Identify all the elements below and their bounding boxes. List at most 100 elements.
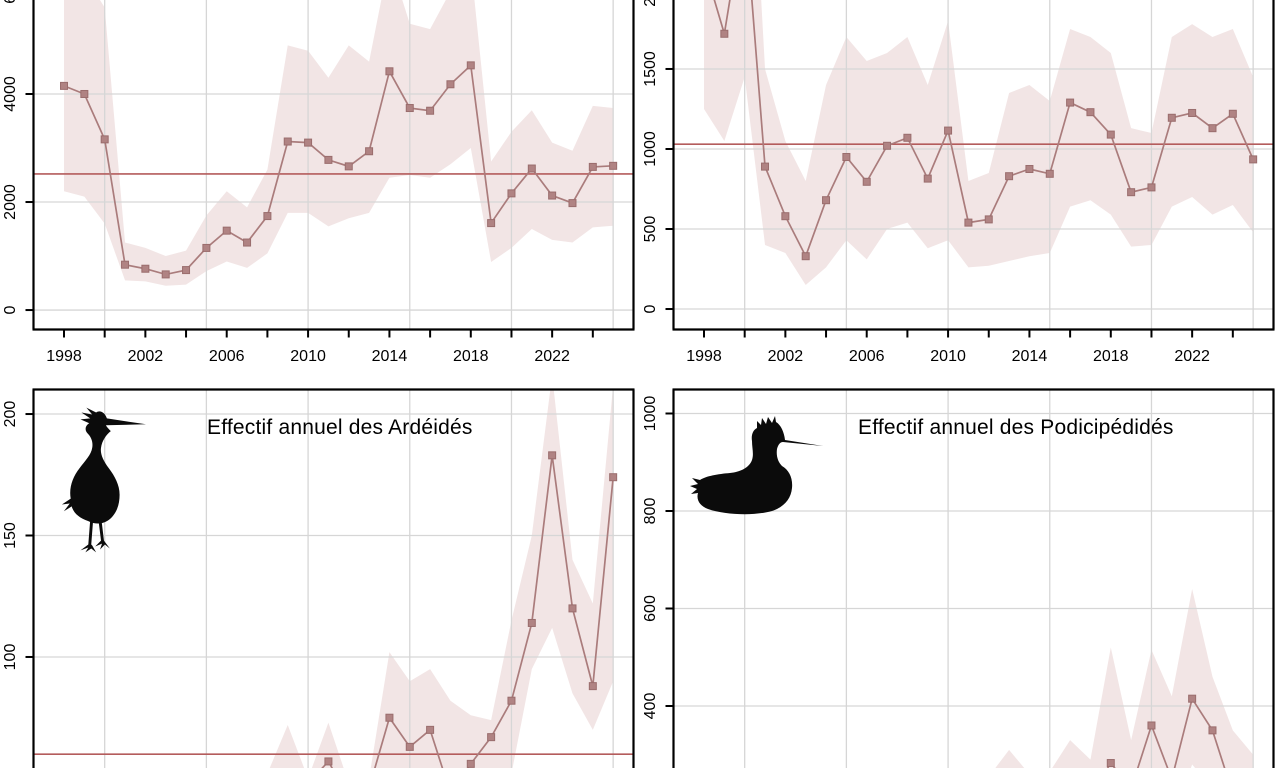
- line-chart-top-right: 1998 2002 2006 2010 2014 2018 2022 0 500 1000 1500…: [640, 0, 1280, 384]
- line-chart-ardeides: 100 150 200: [0, 384, 640, 768]
- data-point-marker: [609, 161, 618, 170]
- x-tick-label: 2010: [930, 348, 966, 365]
- line-chart-podicipedides: 400 600 800 1000: [640, 384, 1280, 768]
- data-point-marker: [466, 61, 475, 70]
- x-tick-label: 1998: [46, 348, 82, 365]
- data-point-marker: [344, 162, 353, 171]
- data-point-marker: [1045, 169, 1054, 178]
- data-point-marker: [1167, 113, 1176, 122]
- data-point-marker: [243, 238, 252, 247]
- data-point-marker: [304, 138, 313, 147]
- data-line: [63, 63, 614, 276]
- data-point-marker: [487, 733, 496, 742]
- data-point-marker: [801, 252, 810, 261]
- data-point-marker: [161, 270, 170, 279]
- data-point-marker: [1025, 164, 1034, 173]
- data-point-marker: [527, 164, 536, 173]
- chart-panel-bottom-left: 100 150 200 Effectif annuel des Ardéidés: [0, 384, 640, 768]
- chart-panel-top-left: 1998 2002 2006 2010 2014 2018 2022 0 2000 4000 600…: [0, 0, 640, 384]
- heron-silhouette-icon: [61, 407, 146, 553]
- y-tick-label: 600: [642, 595, 659, 622]
- x-tick-label: 1998: [686, 348, 722, 365]
- data-point-marker: [822, 196, 831, 205]
- data-point-marker: [1147, 183, 1156, 192]
- data-point-marker: [761, 162, 770, 171]
- plot-region: [704, 0, 1254, 286]
- data-point-marker: [781, 212, 790, 221]
- data-point-marker: [385, 67, 394, 76]
- series-layer: [60, 61, 618, 279]
- data-point-marker: [1147, 721, 1156, 730]
- x-tick-label: 2002: [128, 348, 164, 365]
- data-point-marker: [1005, 172, 1014, 181]
- data-point-marker: [202, 243, 211, 252]
- y-tick-label: 200: [2, 401, 19, 428]
- data-point-marker: [1066, 98, 1075, 107]
- y-tick-label: 100: [2, 644, 19, 671]
- data-line: [1106, 696, 1226, 768]
- data-point-marker: [182, 266, 191, 275]
- x-tick-label: 2022: [1174, 348, 1210, 365]
- data-point-marker: [1127, 188, 1136, 197]
- y-tick-label: 1000: [642, 131, 659, 167]
- data-point-marker: [405, 742, 414, 751]
- data-point-marker: [568, 199, 577, 208]
- confidence-band: [995, 588, 1254, 768]
- data-point-marker: [527, 618, 536, 627]
- x-tick-label: 2006: [209, 348, 245, 365]
- data-point-marker: [324, 757, 333, 766]
- chart-title-ardeides: Effectif annuel des Ardéidés: [207, 416, 473, 439]
- data-point-marker: [883, 141, 892, 150]
- y-tick-label: 1000: [642, 396, 659, 432]
- y-tick-label: 500: [642, 216, 659, 243]
- data-point-marker: [324, 155, 333, 164]
- data-point-marker: [1208, 124, 1217, 133]
- data-point-marker: [588, 162, 597, 171]
- y-tick-label: 800: [642, 498, 659, 525]
- data-point-marker: [862, 177, 871, 186]
- data-point-marker: [1188, 108, 1197, 117]
- x-tick-label: 2010: [290, 348, 326, 365]
- data-point-marker: [466, 759, 475, 768]
- data-point-marker: [1228, 109, 1237, 118]
- data-point-marker: [426, 106, 435, 115]
- data-point-marker: [944, 126, 953, 135]
- data-point-marker: [923, 174, 932, 183]
- series-layer: [1106, 694, 1226, 768]
- y-tick-label: 1500: [642, 51, 659, 87]
- y-tick-label: 6000: [2, 0, 19, 4]
- y-tick-label: 0: [642, 304, 659, 313]
- x-tick-label: 2018: [453, 348, 489, 365]
- data-point-marker: [60, 81, 69, 90]
- chart-panel-top-right: 1998 2002 2006 2010 2014 2018 2022 0 500 1000 1500…: [640, 0, 1280, 384]
- y-tick-label: 4000: [2, 76, 19, 112]
- data-point-marker: [1086, 108, 1095, 117]
- data-line: [713, 0, 1254, 259]
- data-point-marker: [222, 226, 231, 235]
- data-point-marker: [1106, 759, 1115, 768]
- data-point-marker: [903, 133, 912, 142]
- x-tick-label: 2006: [849, 348, 885, 365]
- plot-region: [269, 389, 614, 768]
- confidence-band: [269, 389, 614, 768]
- data-point-marker: [80, 89, 89, 98]
- data-point-marker: [446, 80, 455, 89]
- confidence-band: [64, 0, 614, 286]
- data-point-marker: [385, 713, 394, 722]
- data-point-marker: [588, 682, 597, 691]
- y-tick-label: 2000: [2, 184, 19, 220]
- data-point-marker: [568, 604, 577, 613]
- y-tick-label: 2000: [642, 0, 659, 7]
- data-point-marker: [548, 191, 557, 200]
- data-point-marker: [609, 473, 618, 482]
- data-point-marker: [1106, 130, 1115, 139]
- grebe-silhouette-icon: [690, 416, 823, 515]
- line-chart-top-left: 1998 2002 2006 2010 2014 2018 2022 0 2000 4000 600…: [0, 0, 640, 384]
- x-tick-label: 2014: [372, 348, 408, 365]
- chart-title-podicipedides: Effectif annuel des Podicipédidés: [858, 416, 1174, 439]
- data-point-marker: [720, 29, 729, 38]
- confidence-band: [704, 0, 1254, 286]
- y-tick-label: 400: [642, 693, 659, 720]
- plot-region: [995, 588, 1254, 768]
